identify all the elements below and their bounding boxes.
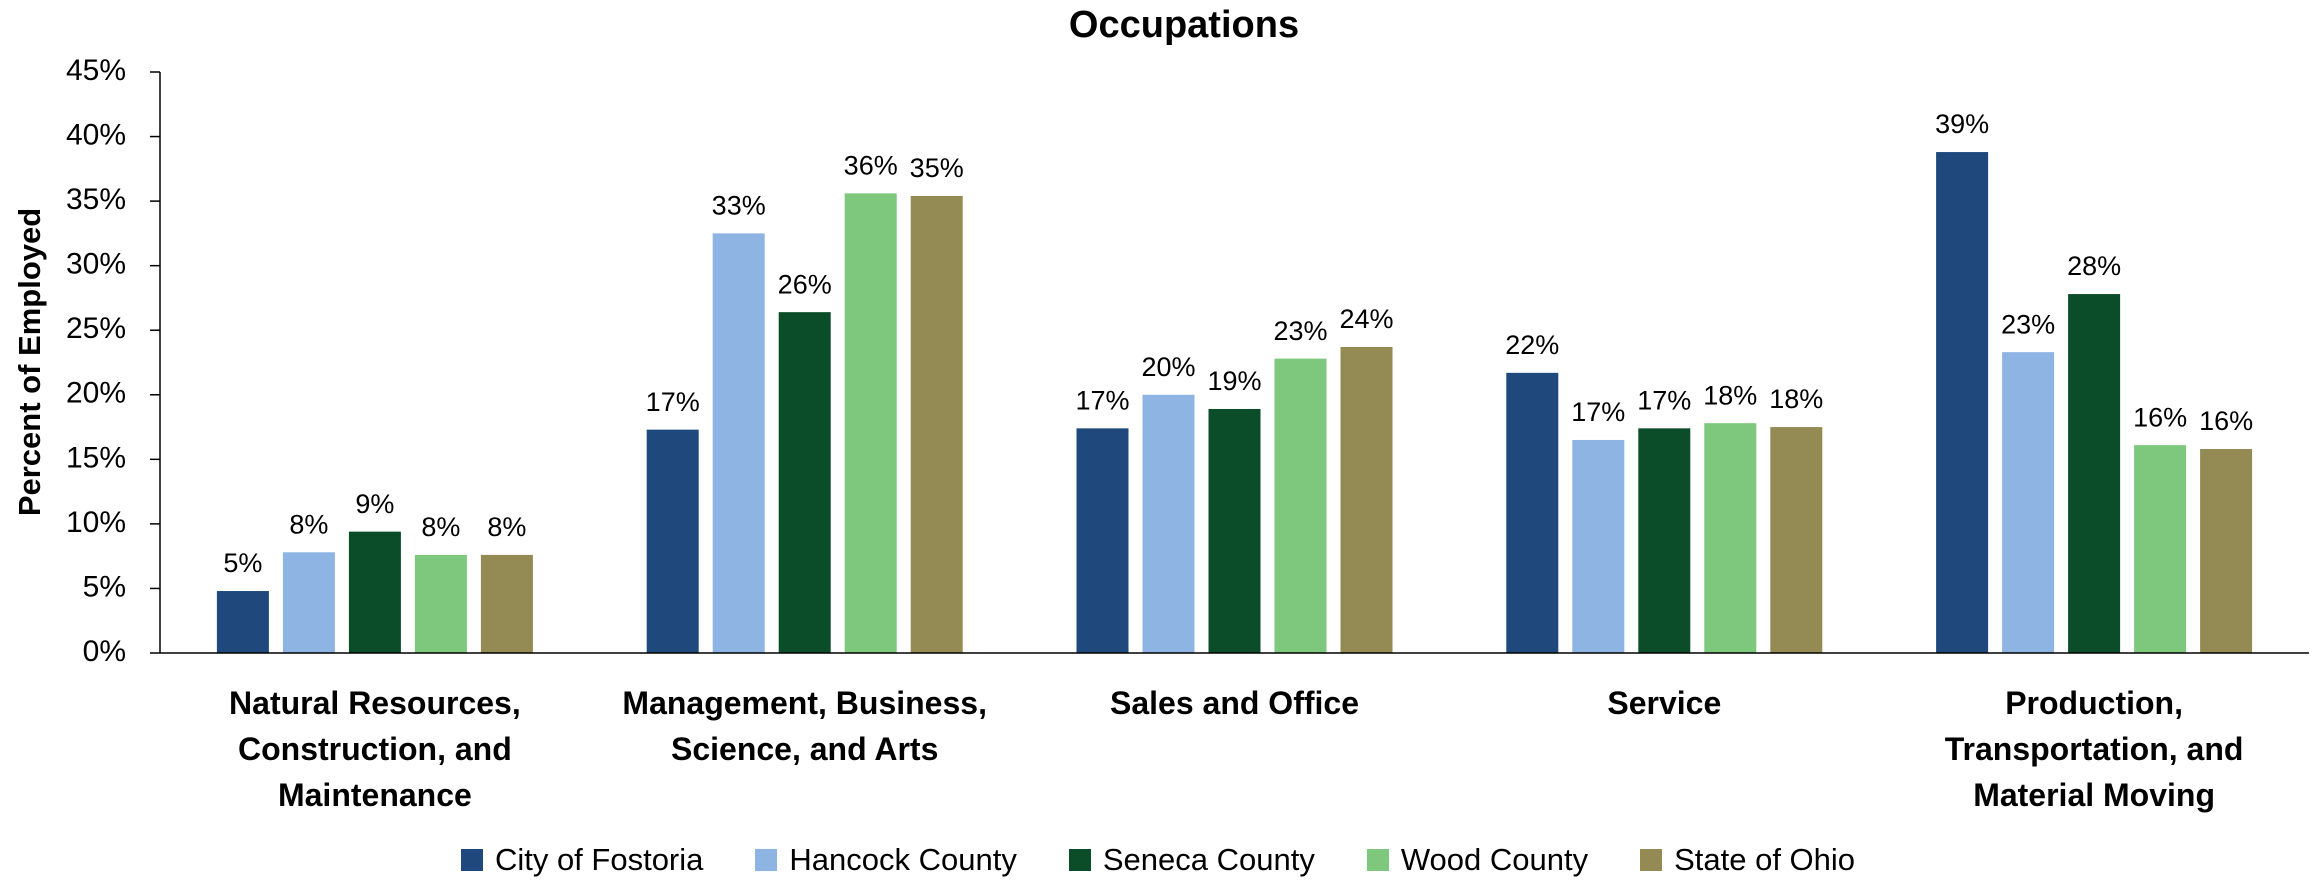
x-tick-label: Sales and Office	[1110, 685, 1359, 721]
bar	[712, 233, 765, 653]
y-tick-label: 5%	[83, 570, 126, 603]
bar	[778, 312, 831, 653]
bar	[480, 554, 533, 653]
data-label: 24%	[1339, 304, 1393, 334]
bar	[1142, 394, 1195, 653]
y-tick-label: 25%	[66, 312, 126, 345]
data-label: 23%	[2001, 309, 2055, 339]
bar	[414, 554, 467, 653]
bar	[1274, 358, 1327, 653]
data-label: 18%	[1769, 384, 1823, 414]
bar	[216, 591, 269, 653]
x-tick-label: Management, Business, Science, and Arts	[622, 685, 987, 767]
bar	[282, 552, 335, 653]
legend-swatch	[1366, 849, 1389, 871]
bar	[646, 429, 699, 653]
legend-swatch	[1068, 849, 1091, 871]
legend-item: Hancock County	[755, 840, 1017, 880]
bar	[844, 193, 897, 653]
legend-swatch	[460, 849, 483, 871]
legend-label: City of Fostoria	[494, 842, 704, 877]
data-label: 33%	[712, 191, 766, 221]
y-axis-label: Percent of Employed	[12, 208, 47, 516]
data-label: 8%	[487, 512, 526, 542]
data-label: 17%	[1637, 385, 1691, 415]
bar	[1208, 408, 1261, 653]
legend-item: City of Fostoria	[460, 840, 704, 880]
data-label: 23%	[1273, 316, 1327, 346]
data-label: 20%	[1141, 352, 1195, 382]
y-tick-label: 20%	[66, 377, 126, 410]
y-tick-label: 30%	[66, 248, 126, 281]
data-label: 17%	[1571, 397, 1625, 427]
legend-swatch	[1640, 849, 1663, 871]
data-label: 18%	[1703, 380, 1757, 410]
legend-item: State of Ohio	[1640, 840, 1855, 880]
data-label: 8%	[421, 512, 460, 542]
chart-title: Occupations	[1069, 4, 1299, 46]
data-label: 39%	[1935, 109, 1989, 139]
data-label: 19%	[1207, 366, 1261, 396]
legend-swatch	[755, 849, 778, 871]
bar	[1076, 428, 1129, 653]
bar	[910, 195, 963, 654]
x-tick-label: Service	[1607, 685, 1722, 721]
legend-label: State of Ohio	[1674, 842, 1856, 877]
data-label: 16%	[2133, 402, 2187, 432]
y-tick-label: 15%	[66, 441, 126, 474]
data-label: 5%	[223, 548, 262, 578]
bar	[1506, 372, 1559, 653]
legend-label: Hancock County	[789, 842, 1017, 877]
data-label: 17%	[1075, 385, 1129, 415]
x-tick-label: Production, Transportation, and Material…	[1944, 685, 2244, 813]
bar	[1340, 347, 1393, 653]
data-label: 36%	[844, 150, 898, 180]
bar	[2200, 449, 2253, 653]
y-tick-label: 10%	[66, 506, 126, 539]
data-label: 17%	[646, 387, 700, 417]
x-tick-label: Natural Resources, Construction, and Mai…	[229, 685, 521, 813]
data-label: 22%	[1505, 330, 1559, 360]
bar	[1572, 439, 1625, 653]
bar	[1936, 152, 1989, 653]
legend: City of Fostoria Hancock County Seneca Cou…	[0, 840, 2316, 880]
legend-label: Seneca County	[1102, 842, 1315, 877]
data-label: 28%	[2067, 251, 2121, 281]
data-label: 35%	[910, 153, 964, 183]
y-tick-label: 45%	[66, 54, 126, 87]
data-label: 16%	[2199, 406, 2253, 436]
bar	[2134, 445, 2187, 653]
data-label: 9%	[355, 489, 394, 519]
y-tick-label: 35%	[66, 183, 126, 216]
bar	[348, 531, 401, 653]
bar	[1770, 427, 1823, 653]
data-label: 26%	[778, 269, 832, 299]
legend-item: Wood County	[1366, 840, 1589, 880]
bar	[2002, 352, 2055, 653]
bar	[2068, 294, 2121, 653]
bar	[1638, 428, 1691, 653]
y-tick-label: 40%	[66, 118, 126, 151]
legend-label: Wood County	[1400, 842, 1589, 877]
legend-item: Seneca County	[1068, 840, 1315, 880]
y-tick-label: 0%	[83, 635, 126, 668]
data-label: 8%	[289, 509, 328, 539]
bar	[1704, 423, 1757, 653]
